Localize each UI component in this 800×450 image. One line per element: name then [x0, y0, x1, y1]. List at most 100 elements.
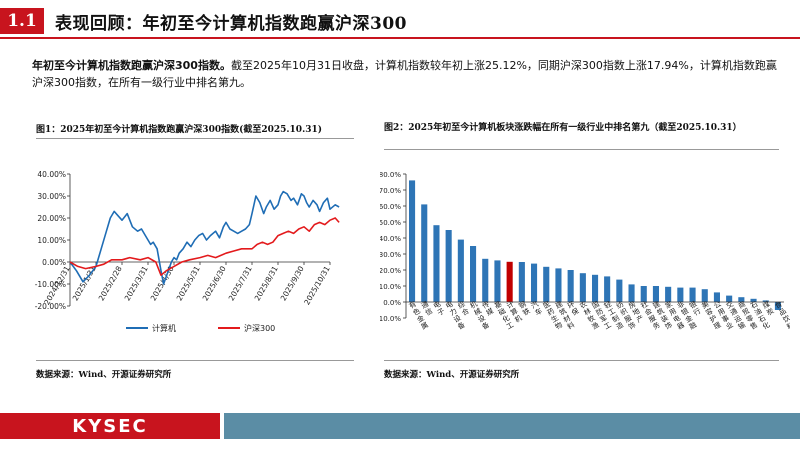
x-tick-label: 2025/4/30 [149, 264, 176, 302]
y-tick-label: 20.00% [37, 214, 66, 223]
y-tick-label: 10.0% [380, 283, 401, 291]
figure1-title: 图1：2025年初至今计算机指数跑赢沪深300指数(截至2025.10.31) [36, 125, 322, 135]
y-tick-label: 20.0% [380, 267, 401, 275]
y-tick-label: 30.0% [380, 251, 401, 259]
bar-交通运输 [726, 295, 733, 302]
x-tick-label: 2025/3/31 [123, 264, 150, 302]
series-line-computer [69, 190, 340, 285]
footer-brand-band [0, 413, 220, 439]
bar-建筑装饰 [652, 286, 659, 302]
x-tick-label: 美容护理 [700, 299, 723, 331]
bar-电子 [433, 225, 440, 302]
x-tick-label: 综合 [456, 299, 471, 317]
summary-body: 截至2025年10月31日收盘，计算机指数较年初上涨25.12%，同期沪深300… [32, 59, 777, 89]
x-tick-label: 通信 [419, 299, 434, 317]
x-tick-label: 房地产 [627, 299, 646, 324]
y-tick-label: -10.00% [35, 280, 66, 289]
x-tick-label: 有色金属 [407, 299, 430, 331]
y-tick-label: 40.00% [37, 170, 66, 179]
bar-建筑材料 [555, 268, 562, 302]
x-tick-label: 医药生物 [542, 300, 564, 331]
x-tick-label: 2025/6/30 [201, 264, 228, 302]
y-tick-label: 30.00% [37, 192, 66, 201]
bar-钢铁 [518, 262, 525, 302]
x-tick-label: 汽车 [529, 299, 544, 317]
summary-paragraph: 年初至今计算机指数跑赢沪深300指数。截至2025年10月31日收盘，计算机指数… [32, 57, 777, 91]
bar-非银金融 [677, 287, 684, 302]
bar-有色金属 [409, 180, 416, 302]
bar-综合 [457, 239, 464, 302]
x-tick-label: 基础化工 [493, 299, 516, 331]
y-tick-label: 10.00% [37, 236, 66, 245]
line-chart: 40.00% 30.00% 20.00% 10.00% 0.00% -10.00% -20.… [35, 170, 340, 333]
bar-环保 [567, 270, 574, 302]
page-title: 表现回顾：年初至今计算机指数跑赢沪深300 [55, 14, 407, 34]
y-tick-label: 0.00% [42, 258, 66, 267]
legend-label: 计算机 [152, 323, 176, 333]
bar-房地产 [628, 284, 635, 302]
bar-食品饮料 [774, 302, 781, 310]
y-tick-label: -10.0% [380, 315, 401, 323]
bar-纺织服饰 [616, 279, 623, 302]
y-tick-label: -20.00% [35, 302, 66, 311]
x-tick-label: 商贸零售 [737, 299, 760, 331]
x-tick-label: 家用电器 [663, 299, 686, 331]
figure2-source: 数据来源：Wind、开源证券研究所 [384, 370, 520, 380]
x-tick-label: 环保 [566, 300, 580, 317]
bar-电力设备 [445, 230, 452, 302]
footer-blue-band [224, 413, 800, 439]
x-tick-label: 煤炭 [761, 299, 776, 317]
bar-计算机 [506, 261, 513, 302]
x-tick-label: 非银金融 [676, 299, 699, 331]
kysec-logo: KYSEC [72, 415, 148, 437]
x-tick-label: 银行 [688, 299, 703, 317]
bar-家用电器 [665, 286, 672, 302]
bar-传媒 [482, 258, 489, 302]
x-tick-label: 建筑材料 [554, 299, 577, 331]
x-tick-label: 交通运输 [724, 299, 747, 331]
x-tick-label: 传媒 [480, 299, 495, 317]
x-tick-label: 2025/9/30 [279, 264, 306, 302]
bar-美容护理 [701, 289, 708, 302]
y-tick-label: 80.0% [380, 171, 401, 179]
bar-汽车 [531, 263, 538, 302]
bar-轻工制造 [604, 276, 611, 302]
bar-公用事业 [713, 292, 720, 302]
x-tick-label: 2025/5/31 [175, 264, 202, 302]
bar-石油石化 [750, 298, 757, 302]
bar-农林牧渔 [579, 273, 586, 302]
bar-社会服务 [640, 286, 647, 302]
bar-医药生物 [543, 266, 550, 302]
y-tick-label: 40.0% [380, 235, 401, 243]
series-line-csi300 [69, 217, 340, 276]
x-tick-label: 食品饮料 [773, 299, 790, 331]
section-number-badge: 1.1 [0, 8, 44, 34]
legend-label: 沪深300 [244, 323, 275, 333]
figure2-bottom-rule [384, 360, 779, 361]
y-tick-label: 70.0% [380, 187, 401, 195]
x-tick-label: 纺织服饰 [615, 299, 638, 331]
x-tick-label: 轻工制造 [602, 299, 625, 331]
figure2-title: 图2：2025年初至今计算机板块涨跌幅在所有一级行业中排名第九（截至2025.1… [384, 123, 742, 133]
figure2-top-rule [384, 149, 779, 150]
x-tick-label: 电子 [432, 299, 447, 317]
bar-chart: 80.0% 70.0% 60.0% 50.0% 40.0% 30.0% 20.0% 10.0%… [380, 171, 790, 331]
x-tick-label: 社会服务 [639, 299, 662, 331]
bar-商贸零售 [738, 297, 745, 302]
figure1-top-rule [36, 138, 354, 139]
bar-银行 [689, 287, 696, 302]
figure1-bottom-rule [36, 360, 354, 361]
x-tick-label: 建筑装饰 [651, 299, 674, 331]
y-tick-label: 0.0% [383, 299, 401, 307]
figure1-source: 数据来源：Wind、开源证券研究所 [36, 370, 172, 380]
x-tick-label: 农林牧渔 [578, 299, 601, 331]
x-tick-label: 2025/7/31 [227, 264, 254, 302]
x-tick-label: 电力设备 [444, 299, 467, 331]
bar-机械设备 [470, 246, 477, 302]
bar-基础化工 [494, 260, 501, 302]
y-tick-label: 50.0% [380, 219, 401, 227]
bar-国防军工 [592, 274, 599, 302]
header-rule [0, 37, 800, 39]
x-tick-label: 机械设备 [468, 299, 491, 331]
bar-通信 [421, 204, 428, 302]
